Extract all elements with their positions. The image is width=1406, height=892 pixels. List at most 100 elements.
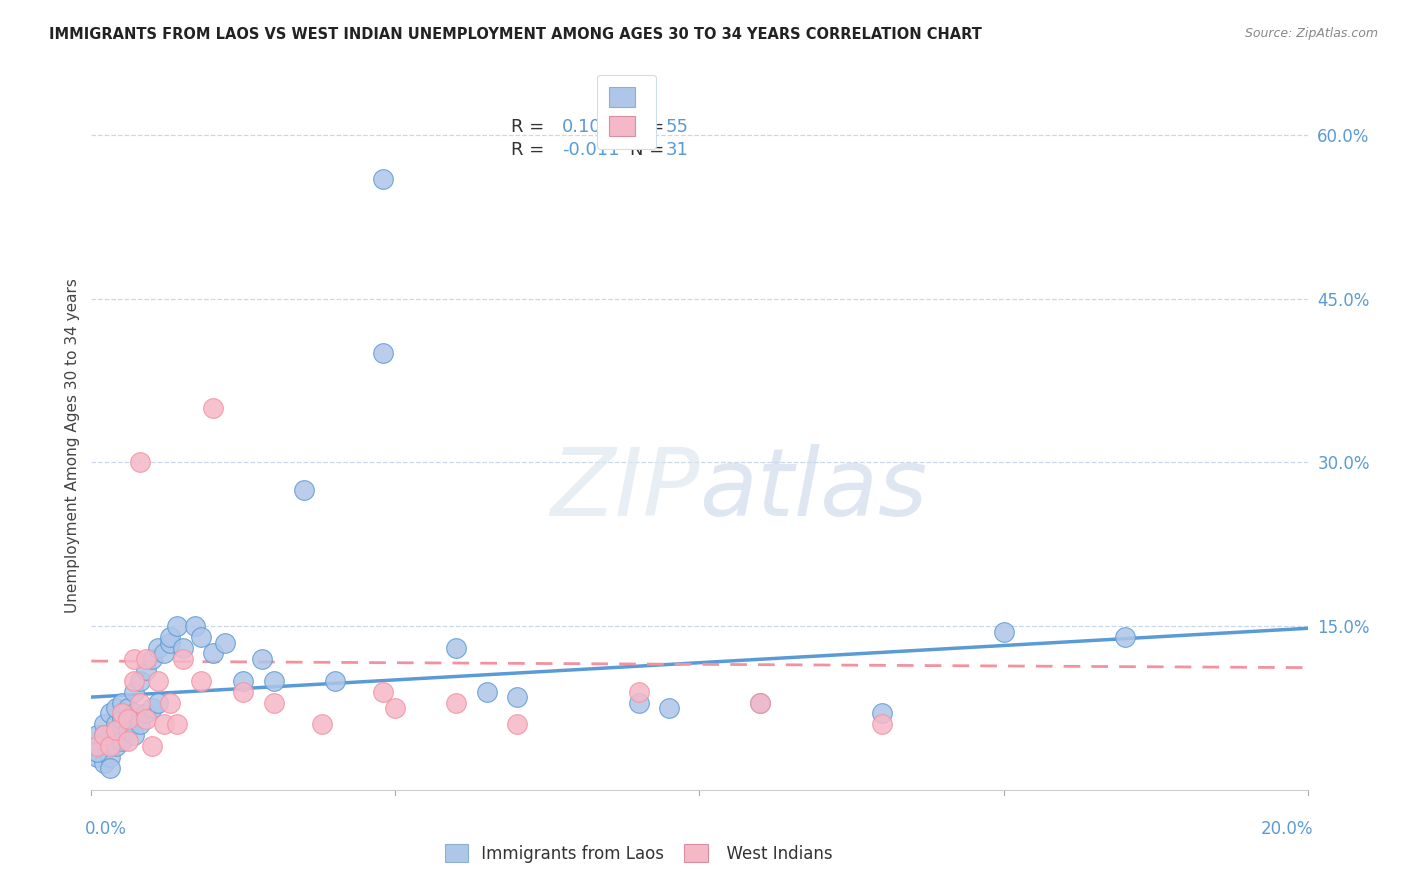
Point bbox=[166, 717, 188, 731]
Point bbox=[172, 640, 194, 655]
Text: ZIP: ZIP bbox=[550, 444, 699, 535]
Point bbox=[373, 346, 395, 360]
Point bbox=[93, 756, 115, 770]
Text: N =: N = bbox=[630, 142, 671, 160]
Point bbox=[104, 717, 127, 731]
Text: 55: 55 bbox=[665, 118, 689, 136]
Point bbox=[129, 717, 152, 731]
Point bbox=[658, 701, 681, 715]
Point bbox=[159, 630, 181, 644]
Point bbox=[444, 696, 467, 710]
Point bbox=[86, 750, 108, 764]
Text: IMMIGRANTS FROM LAOS VS WEST INDIAN UNEMPLOYMENT AMONG AGES 30 TO 34 YEARS CORRE: IMMIGRANTS FROM LAOS VS WEST INDIAN UNEM… bbox=[49, 27, 981, 42]
Point bbox=[993, 624, 1015, 639]
Point bbox=[444, 640, 467, 655]
Point bbox=[153, 647, 176, 661]
Point bbox=[1114, 630, 1136, 644]
Point bbox=[129, 673, 152, 688]
Point bbox=[122, 706, 145, 721]
Point bbox=[86, 739, 108, 754]
Point bbox=[98, 739, 121, 754]
Text: N =: N = bbox=[630, 118, 671, 136]
Point bbox=[141, 701, 163, 715]
Point bbox=[104, 723, 127, 737]
Point bbox=[232, 673, 254, 688]
Point bbox=[148, 640, 170, 655]
Point bbox=[111, 712, 134, 726]
Point bbox=[627, 684, 650, 698]
Point bbox=[373, 684, 395, 698]
Point bbox=[190, 630, 212, 644]
Point bbox=[129, 696, 152, 710]
Point bbox=[202, 401, 225, 415]
Text: 20.0%: 20.0% bbox=[1261, 821, 1313, 838]
Point bbox=[104, 739, 127, 754]
Point bbox=[117, 733, 139, 747]
Point bbox=[263, 673, 285, 688]
Point bbox=[384, 701, 406, 715]
Point bbox=[184, 619, 207, 633]
Point bbox=[135, 706, 157, 721]
Point bbox=[475, 684, 498, 698]
Point bbox=[98, 728, 121, 742]
Point bbox=[323, 673, 346, 688]
Text: 31: 31 bbox=[665, 142, 689, 160]
Point bbox=[172, 652, 194, 666]
Point bbox=[111, 696, 134, 710]
Point bbox=[141, 652, 163, 666]
Point bbox=[190, 673, 212, 688]
Point bbox=[870, 717, 893, 731]
Point bbox=[749, 696, 772, 710]
Point bbox=[122, 684, 145, 698]
Text: 0.0%: 0.0% bbox=[86, 821, 127, 838]
Text: R =: R = bbox=[510, 118, 550, 136]
Point bbox=[111, 733, 134, 747]
Point bbox=[153, 717, 176, 731]
Point bbox=[135, 652, 157, 666]
Point bbox=[129, 455, 152, 469]
Point bbox=[373, 171, 395, 186]
Point bbox=[506, 690, 529, 704]
Point bbox=[202, 647, 225, 661]
Point bbox=[122, 728, 145, 742]
Point bbox=[141, 739, 163, 754]
Point bbox=[148, 673, 170, 688]
Text: -0.011: -0.011 bbox=[562, 142, 620, 160]
Text: R =: R = bbox=[510, 142, 550, 160]
Text: 0.104: 0.104 bbox=[562, 118, 613, 136]
Point bbox=[159, 635, 181, 649]
Point bbox=[93, 733, 115, 747]
Point bbox=[870, 706, 893, 721]
Point bbox=[117, 723, 139, 737]
Point bbox=[86, 728, 108, 742]
Point bbox=[214, 635, 236, 649]
Text: Source: ZipAtlas.com: Source: ZipAtlas.com bbox=[1244, 27, 1378, 40]
Point bbox=[135, 663, 157, 677]
Point bbox=[166, 619, 188, 633]
Point bbox=[122, 652, 145, 666]
Point bbox=[122, 673, 145, 688]
Point bbox=[93, 728, 115, 742]
Point bbox=[292, 483, 315, 497]
Point bbox=[98, 761, 121, 775]
Point bbox=[111, 706, 134, 721]
Point bbox=[93, 728, 115, 742]
Point bbox=[93, 717, 115, 731]
Point bbox=[311, 717, 333, 731]
Point bbox=[98, 706, 121, 721]
Point bbox=[250, 652, 273, 666]
Text: atlas: atlas bbox=[699, 444, 928, 535]
Point bbox=[117, 712, 139, 726]
Y-axis label: Unemployment Among Ages 30 to 34 years: Unemployment Among Ages 30 to 34 years bbox=[65, 278, 80, 614]
Legend:  Immigrants from Laos,   West Indians: Immigrants from Laos, West Indians bbox=[439, 838, 839, 869]
Point bbox=[104, 701, 127, 715]
Point bbox=[98, 750, 121, 764]
Point bbox=[135, 712, 157, 726]
Point bbox=[232, 684, 254, 698]
Point bbox=[86, 745, 108, 759]
Point bbox=[749, 696, 772, 710]
Point bbox=[627, 696, 650, 710]
Point bbox=[148, 696, 170, 710]
Point bbox=[506, 717, 529, 731]
Point bbox=[117, 701, 139, 715]
